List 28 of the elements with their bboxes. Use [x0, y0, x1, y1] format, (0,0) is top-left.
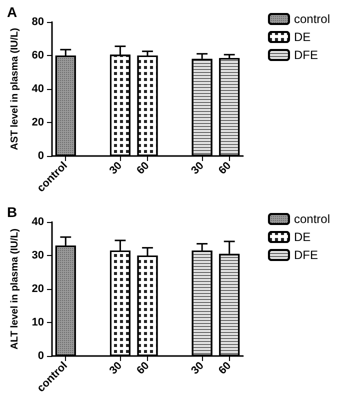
y-tick-label: 40: [32, 216, 44, 228]
x-tick-label: 60: [216, 160, 234, 177]
x-tick-label: 30: [107, 360, 124, 377]
legend-label: control: [294, 12, 330, 26]
x-tick-label: 60: [134, 360, 152, 377]
legend-label: DFE: [294, 248, 318, 262]
x-tick-label: 30: [189, 160, 206, 177]
x-tick-label: 30: [189, 360, 206, 377]
chart-title: B: [7, 204, 18, 220]
y-tick-label: 80: [32, 16, 44, 28]
legend-label: control: [294, 212, 330, 226]
y-tick-label: 30: [32, 250, 44, 262]
y-tick-label: 20: [32, 283, 44, 295]
x-tick-label: 60: [134, 160, 152, 177]
y-tick-label: 60: [32, 50, 44, 62]
y-tick-label: 20: [32, 116, 44, 128]
y-axis-title: ALT level in plasma (IU/L): [10, 228, 20, 350]
y-tick-label: 40: [32, 83, 44, 95]
x-tick-label: 60: [216, 360, 234, 377]
legend-label: DE: [294, 230, 311, 244]
legend-label: DFE: [294, 48, 318, 62]
y-tick-label: 0: [38, 350, 44, 362]
y-axis-title: AST level in plasma (IU/L): [10, 28, 20, 150]
chart-title: A: [7, 4, 18, 20]
legend-label: DE: [294, 30, 311, 44]
x-tick-label: 30: [107, 160, 124, 177]
y-tick-label: 0: [38, 150, 44, 162]
y-tick-label: 10: [32, 316, 44, 328]
